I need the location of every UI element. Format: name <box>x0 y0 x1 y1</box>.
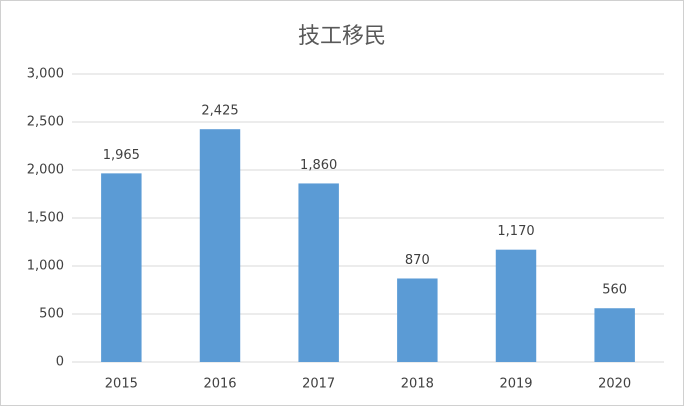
value-label: 1,170 <box>497 224 534 239</box>
value-label: 1,965 <box>103 148 140 163</box>
y-tick-label: 0 <box>56 355 64 370</box>
y-tick-label: 1,500 <box>27 211 64 226</box>
bar <box>199 129 241 362</box>
value-label: 2,425 <box>201 104 238 119</box>
y-tick-label: 500 <box>39 307 64 322</box>
y-tick-label: 3,000 <box>27 67 64 82</box>
bar <box>397 278 438 362</box>
x-tick-label: 2020 <box>598 377 631 392</box>
x-tick-label: 2015 <box>105 377 138 392</box>
bar <box>101 173 142 362</box>
y-tick-label: 1,000 <box>27 259 64 274</box>
bar <box>594 308 635 362</box>
x-tick-label: 2019 <box>499 377 532 392</box>
bar <box>298 183 339 362</box>
value-label: 870 <box>405 253 430 268</box>
y-tick-label: 2,000 <box>27 163 64 178</box>
x-tick-label: 2018 <box>401 377 434 392</box>
x-tick-label: 2017 <box>302 377 335 392</box>
value-label: 560 <box>602 283 627 298</box>
x-tick-label: 2016 <box>203 377 236 392</box>
value-label: 1,860 <box>300 158 337 173</box>
bar <box>495 249 537 362</box>
y-tick-label: 2,500 <box>27 115 64 130</box>
chart-title: 技工移民 <box>298 24 386 49</box>
